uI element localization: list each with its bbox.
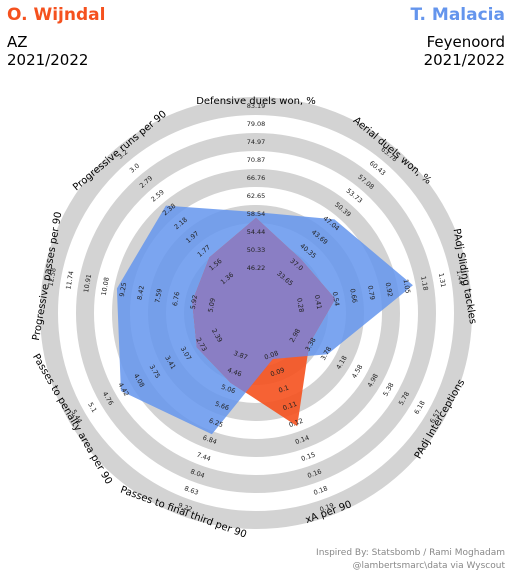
series-overlap [192, 217, 336, 427]
tick-label: 54.44 [247, 228, 266, 236]
radar-polygons [116, 205, 413, 435]
tick-label: 1.44 [455, 269, 465, 285]
radar-ring [40, 97, 472, 529]
tick-label: 11.74 [64, 270, 75, 290]
tick-label: 6.18 [413, 399, 427, 416]
tick-label: 2.59 [150, 188, 166, 203]
tick-label: 1.18 [419, 275, 429, 291]
tick-label: 10.91 [82, 273, 93, 293]
tick-label: 0.66 [348, 288, 358, 304]
tick-label: 8.42 [136, 285, 146, 301]
tick-label: 0.54 [331, 291, 341, 307]
tick-label: 83.19 [247, 102, 266, 110]
tick-label: 5.09 [207, 297, 217, 313]
player2-name: T. Malacia [410, 5, 505, 25]
tick-label: 7.59 [153, 288, 163, 304]
tick-label: 8.63 [183, 484, 199, 496]
tick-label: 10.08 [100, 277, 111, 297]
radar-ring [76, 133, 436, 493]
tick-label: 0.92 [384, 282, 394, 298]
tick-label: 5.92 [189, 294, 199, 310]
tick-label: 0.15 [300, 451, 316, 463]
tick-label: 62.65 [247, 192, 266, 200]
tick-label: 4.58 [350, 363, 364, 380]
tick-label: 58.54 [247, 210, 266, 218]
tick-label: 5.38 [381, 381, 395, 398]
tick-label: 5.1 [86, 401, 98, 414]
player1-name: O. Wijndal [7, 5, 106, 25]
player1-season: 2021/2022 [7, 51, 89, 69]
param-label: Defensive duels won, % [196, 96, 316, 107]
tick-label: 66.76 [247, 174, 266, 182]
tick-label: 7.44 [196, 451, 212, 463]
tick-label: 3.0 [128, 162, 141, 175]
tick-label: 0.41 [313, 294, 323, 310]
tick-label: 50.33 [247, 246, 266, 254]
tick-label: 0.18 [312, 484, 328, 496]
credit-line-2: @lambertsmarc\data via Wyscout [352, 561, 506, 571]
player2-team: Feyenoord [426, 33, 505, 51]
tick-label: 79.08 [247, 120, 266, 128]
tick-label: 46.22 [247, 264, 266, 272]
tick-label: 0.79 [366, 285, 376, 301]
player2-season: 2021/2022 [423, 51, 505, 69]
tick-label: 70.87 [247, 156, 266, 164]
tick-label: 1.05 [402, 279, 412, 295]
tick-label: 0.28 [295, 297, 305, 313]
player1-team: AZ [7, 33, 28, 51]
tick-label: 9.25 [118, 282, 128, 298]
tick-label: 12.58 [47, 267, 58, 287]
tick-label: 74.97 [247, 138, 266, 146]
credit-line-1: Inspired By: Statsbomb / Rami Moghadam [316, 548, 505, 558]
tick-label: 6.76 [171, 291, 181, 307]
tick-label: 0.1 [277, 384, 289, 395]
tick-label: 1.31 [437, 272, 447, 288]
